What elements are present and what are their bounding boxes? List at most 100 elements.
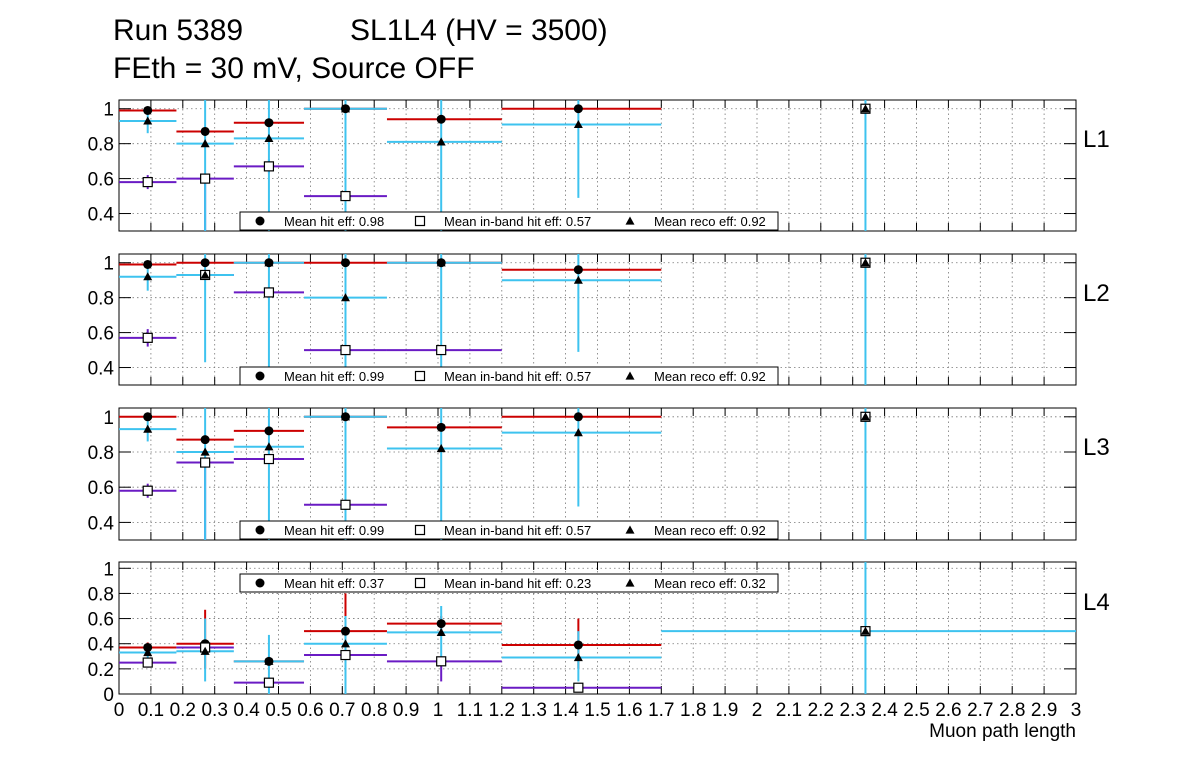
data-point bbox=[860, 104, 870, 113]
y-tick-label: 1 bbox=[103, 559, 114, 580]
y-tick-label: 0.4 bbox=[88, 359, 115, 380]
data-point bbox=[264, 118, 274, 128]
legend: Mean hit eff: 0.99 Mean in-band hit eff: … bbox=[239, 366, 779, 386]
legend-entry: Mean reco eff: 0.92 bbox=[654, 214, 766, 229]
data-point bbox=[200, 646, 210, 655]
data-point bbox=[860, 626, 870, 635]
y-tick-label: 0 bbox=[103, 685, 114, 706]
x-tick-label: 0.3 bbox=[201, 700, 227, 721]
plot-frame bbox=[118, 407, 1077, 541]
x-tick-label: 2.5 bbox=[903, 700, 929, 721]
y-tick-label: 0.4 bbox=[88, 635, 115, 656]
data-point bbox=[436, 619, 446, 629]
data-point bbox=[573, 640, 583, 650]
x-tick-label: 2.6 bbox=[935, 700, 961, 721]
y-tick-label: 0.4 bbox=[88, 205, 115, 226]
x-tick-label: 1.9 bbox=[712, 700, 738, 721]
legend-entry: Mean hit eff: 0.99 bbox=[284, 523, 384, 538]
data-point bbox=[436, 258, 446, 267]
y-tick-label: 0.8 bbox=[88, 584, 114, 605]
data-point bbox=[142, 657, 153, 668]
data-point bbox=[142, 176, 153, 188]
x-tick-label: 1 bbox=[433, 700, 444, 721]
data-point bbox=[340, 344, 351, 356]
data-point bbox=[143, 116, 153, 125]
data-point bbox=[436, 114, 446, 124]
x-tick-label: 2 bbox=[752, 700, 763, 721]
legend-box bbox=[239, 366, 779, 386]
y-tick-label: 0.2 bbox=[88, 660, 114, 681]
legend-entry: Mean reco eff: 0.32 bbox=[654, 576, 766, 591]
legend-marker bbox=[255, 578, 265, 588]
legend-entry: Mean in-band hit eff: 0.23 bbox=[444, 576, 591, 591]
data-point bbox=[573, 428, 583, 437]
data-point bbox=[436, 656, 447, 667]
legend: Mean hit eff: 0.37 Mean in-band hit eff: … bbox=[239, 573, 779, 593]
x-tick-label: 1.7 bbox=[648, 700, 674, 721]
data-point bbox=[264, 258, 274, 267]
data-point bbox=[143, 105, 153, 115]
x-tick-label: 0.9 bbox=[393, 700, 419, 721]
data-point bbox=[200, 173, 211, 184]
legend-marker bbox=[414, 524, 426, 536]
data-point bbox=[264, 442, 274, 451]
data-point bbox=[263, 677, 275, 688]
x-tick-label: 0.4 bbox=[233, 700, 260, 721]
x-tick-label: 0.7 bbox=[329, 700, 355, 721]
data-point bbox=[142, 332, 153, 343]
x-tick-label: 0.2 bbox=[170, 700, 196, 721]
y-tick-label: 1 bbox=[103, 408, 114, 429]
data-point bbox=[340, 649, 351, 661]
panel-label: L3 bbox=[1083, 434, 1110, 461]
data-point bbox=[340, 258, 350, 268]
data-point bbox=[436, 443, 446, 453]
x-tick-label: 2.7 bbox=[967, 700, 993, 721]
y-tick-label: 0.6 bbox=[88, 170, 114, 191]
x-tick-label: 2.3 bbox=[839, 700, 865, 721]
x-tick-label: 2.8 bbox=[999, 700, 1025, 721]
x-tick-label: 2.4 bbox=[871, 700, 898, 721]
data-point bbox=[573, 265, 583, 275]
x-tick-label: 0.5 bbox=[265, 700, 291, 721]
data-point bbox=[143, 648, 153, 657]
data-point bbox=[860, 412, 870, 421]
data-point bbox=[200, 435, 210, 445]
legend-entry: Mean hit eff: 0.98 bbox=[284, 214, 384, 229]
data-point bbox=[143, 424, 153, 433]
x-tick-label: 0.6 bbox=[297, 700, 323, 721]
data-point bbox=[340, 412, 350, 421]
panel-label: L4 bbox=[1083, 589, 1110, 616]
legend-marker bbox=[414, 577, 426, 589]
data-point bbox=[263, 161, 275, 172]
x-tick-label: 0.1 bbox=[138, 700, 164, 721]
panel-L1: 0.4 0.6 0.8 1 L1 Mean hit eff: 0.98 Mean in-ba… bbox=[88, 99, 1110, 232]
x-tick-label: 0.8 bbox=[361, 700, 387, 721]
data-point bbox=[340, 626, 350, 636]
data-point bbox=[263, 287, 275, 298]
legend-marker bbox=[625, 525, 635, 534]
legend-marker bbox=[625, 578, 635, 587]
x-tick-label: 1.8 bbox=[680, 700, 706, 721]
legend-box bbox=[239, 211, 779, 231]
legend-entry: Mean hit eff: 0.99 bbox=[284, 369, 384, 384]
legend-marker bbox=[414, 370, 426, 382]
x-tick-label: 1.2 bbox=[489, 700, 515, 721]
legend-entry: Mean in-band hit eff: 0.57 bbox=[444, 369, 591, 384]
data-point bbox=[200, 447, 210, 456]
y-tick-label: 0.4 bbox=[88, 513, 115, 534]
y-tick-label: 1 bbox=[103, 254, 114, 275]
x-tick-label: 2.1 bbox=[776, 700, 802, 721]
data-point bbox=[263, 453, 275, 465]
legend-marker bbox=[255, 371, 265, 381]
legend-marker bbox=[255, 525, 265, 535]
legend-entry: Mean in-band hit eff: 0.57 bbox=[444, 523, 591, 538]
data-point bbox=[573, 119, 583, 129]
x-tick-label: 1.3 bbox=[520, 700, 546, 721]
data-point bbox=[340, 293, 350, 302]
panel-L3: 0.4 0.6 0.8 1 L3 Mean hit eff: 0.99 Mean in-ba… bbox=[88, 407, 1110, 541]
data-point bbox=[340, 190, 351, 202]
y-tick-label: 0.8 bbox=[88, 443, 114, 464]
x-tick-label: 2.2 bbox=[808, 700, 834, 721]
legend-box bbox=[239, 520, 779, 540]
